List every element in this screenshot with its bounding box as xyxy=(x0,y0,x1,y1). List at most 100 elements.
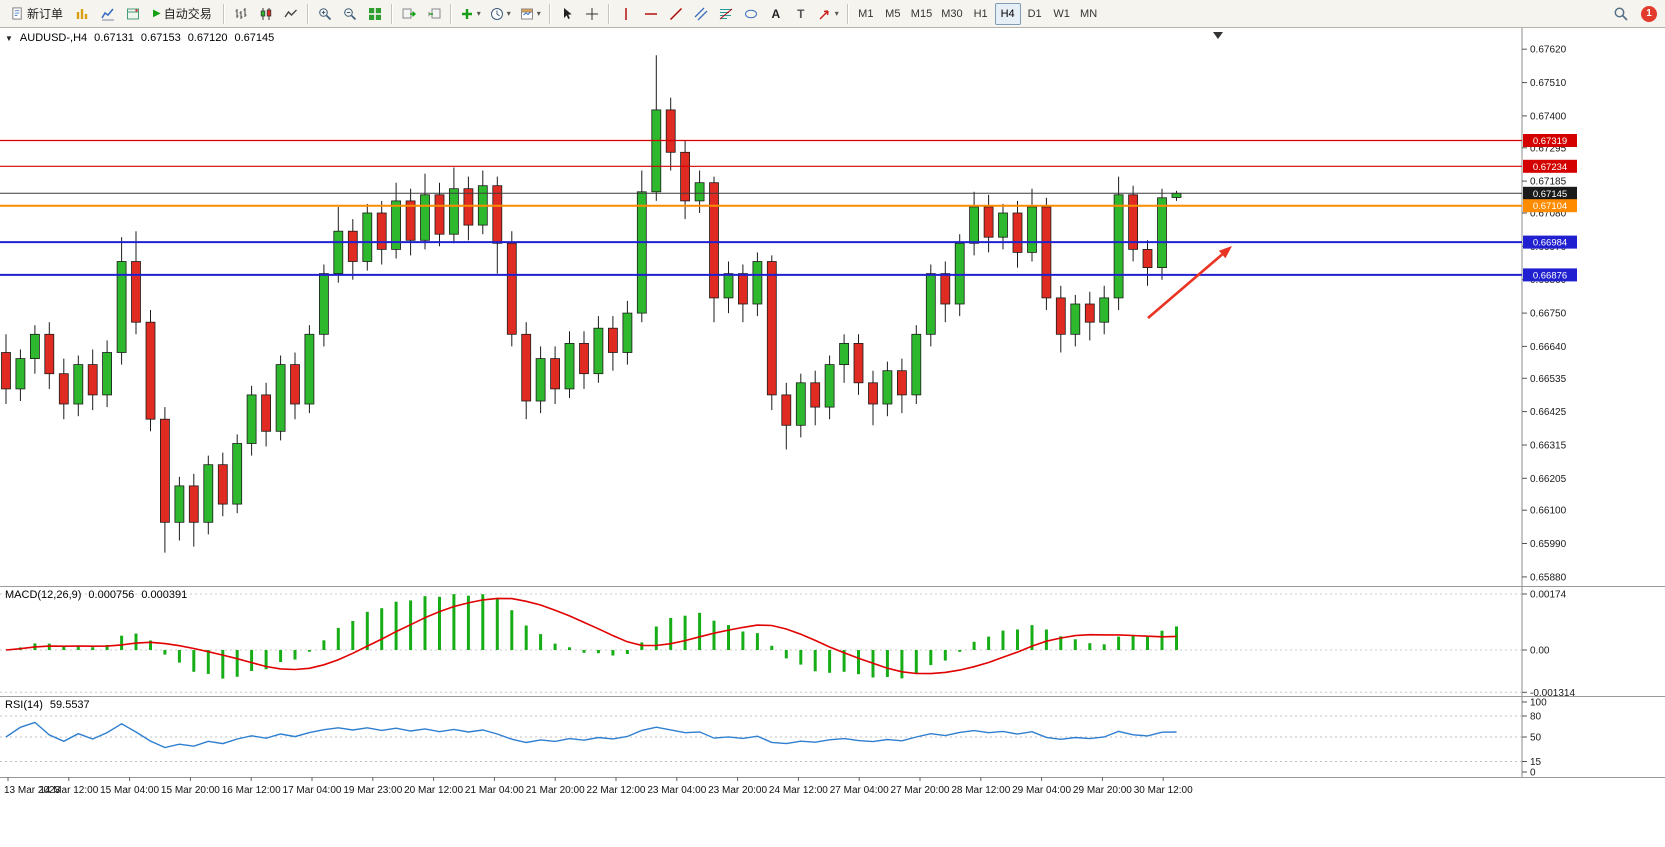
profiles-button[interactable] xyxy=(96,3,120,25)
crosshair-button[interactable] xyxy=(580,3,604,25)
tile-windows-button[interactable] xyxy=(363,3,387,25)
ellipse-icon xyxy=(744,9,757,18)
rsi-indicator-label: RSI(14) 59.5537 xyxy=(5,699,90,711)
cursor-button[interactable] xyxy=(555,3,579,25)
candle-body xyxy=(1084,303,1095,323)
line-chart-button[interactable] xyxy=(279,3,303,25)
vertical-line-icon xyxy=(625,7,627,20)
channel-tool-button[interactable] xyxy=(689,3,713,25)
new-chart-button[interactable] xyxy=(71,3,95,25)
new-order-button[interactable]: 新订单 xyxy=(4,3,70,25)
candle-body xyxy=(1142,248,1153,268)
periods-button[interactable]: ▾ xyxy=(486,3,515,25)
zoom-in-button[interactable] xyxy=(313,3,337,25)
autotrading-button[interactable]: ▶ 自动交易 xyxy=(146,3,219,25)
macd-panel-canvas[interactable]: 0.00174 0.00 -0.001314 xyxy=(0,586,1665,696)
fibonacci-tool-button[interactable] xyxy=(714,3,738,25)
price-axis-label: 0.66640 xyxy=(1530,342,1567,353)
candle-body xyxy=(680,151,690,202)
auto-scroll-button[interactable] xyxy=(397,3,421,25)
candle-body xyxy=(911,333,922,396)
chart-shift-icon xyxy=(428,8,441,18)
ellipse-tool-button[interactable] xyxy=(739,3,763,25)
time-axis-label: 23 Mar 20:00 xyxy=(708,785,767,796)
autotrading-label: 自动交易 xyxy=(163,7,212,21)
macd-signal-value: 0.000391 xyxy=(141,589,188,601)
rsi-axis-label: 50 xyxy=(1530,733,1542,744)
price-axis-label: 0.66425 xyxy=(1530,407,1567,418)
toolbar-separator xyxy=(548,3,551,24)
symbol-dropdown-caret[interactable]: ▼ xyxy=(5,33,13,43)
toolbar-separator xyxy=(846,3,849,24)
candle-body xyxy=(203,464,214,523)
timeframe-button-mn[interactable]: MN xyxy=(1076,3,1102,25)
candle-body xyxy=(998,212,1008,238)
candle-body xyxy=(217,464,228,505)
candle-body xyxy=(608,327,618,353)
candle-body xyxy=(188,485,199,523)
timeframe-button-m15[interactable]: M15 xyxy=(907,3,936,25)
svg-text:0.67145: 0.67145 xyxy=(1533,189,1567,200)
timeframe-button-m1[interactable]: M1 xyxy=(853,3,879,25)
candle-body xyxy=(1070,303,1081,335)
candle-body xyxy=(391,200,402,250)
candle-body xyxy=(665,109,676,153)
timeframe-button-m5[interactable]: M5 xyxy=(880,3,906,25)
rsi-panel-canvas[interactable]: 100 80 50 150 xyxy=(0,696,1665,777)
candle-body xyxy=(853,342,864,384)
chevron-down-icon: ▾ xyxy=(834,8,839,18)
trendline-tool-button[interactable] xyxy=(664,3,688,25)
line-chart-icon xyxy=(284,9,297,17)
templates-button[interactable]: ▾ xyxy=(516,3,545,25)
timeframe-button-w1[interactable]: W1 xyxy=(1049,3,1075,25)
search-button[interactable] xyxy=(1609,3,1633,25)
chart-shift-button[interactable] xyxy=(422,3,446,25)
notification-badge[interactable]: 1 xyxy=(1641,5,1657,22)
trend-arrow-annotation[interactable] xyxy=(1147,246,1232,319)
svg-text:0.67234: 0.67234 xyxy=(1533,162,1567,173)
candle-body xyxy=(1041,206,1052,299)
candle-body xyxy=(376,212,387,250)
chevron-down-icon: ▾ xyxy=(536,8,541,18)
candle-body xyxy=(232,443,243,505)
candle-body xyxy=(723,273,734,299)
candlesticks-chart-button[interactable] xyxy=(254,3,278,25)
candle-body xyxy=(29,333,40,359)
time-axis-label: 30 Mar 12:00 xyxy=(1134,785,1193,796)
zoom-out-button[interactable] xyxy=(338,3,362,25)
vertical-line-tool-button[interactable] xyxy=(614,3,638,25)
timeframe-button-m30[interactable]: M30 xyxy=(937,3,966,25)
arrows-tool-button[interactable]: ▾ xyxy=(814,3,843,25)
candle-body xyxy=(752,261,763,305)
candle-body xyxy=(940,273,951,305)
candle-body xyxy=(954,242,965,305)
price-axis-label: 0.67295 xyxy=(1530,143,1567,154)
price-chart-canvas[interactable]: 0.67620 0.67510 0.67400 0.67295 0.67185 0.670… xyxy=(0,28,1665,586)
bars-chart-button[interactable] xyxy=(229,3,253,25)
text-tool-button[interactable]: A xyxy=(764,3,788,25)
horizontal-line-tool-button[interactable] xyxy=(639,3,663,25)
text-label-tool-button[interactable]: T xyxy=(789,3,813,25)
indicators-button[interactable]: ▾ xyxy=(456,3,485,25)
data-window-button[interactable] xyxy=(121,3,145,25)
timeframe-button-h1[interactable]: H1 xyxy=(968,3,994,25)
candle-body xyxy=(275,364,286,432)
candle-body xyxy=(102,352,112,396)
candle-body xyxy=(420,194,430,241)
candle-body xyxy=(636,191,647,314)
chart-shift-marker[interactable] xyxy=(1213,32,1223,39)
candle-body xyxy=(810,382,821,408)
timeframe-button-h4[interactable]: H4 xyxy=(994,2,1021,25)
candle-body xyxy=(506,242,517,335)
timeframe-button-d1[interactable]: D1 xyxy=(1022,3,1048,25)
candle-body xyxy=(174,485,185,523)
time-axis-label: 23 Mar 04:00 xyxy=(647,785,706,796)
data-window-icon xyxy=(127,8,140,19)
candle-body xyxy=(333,230,344,274)
rsi-axis-label: 80 xyxy=(1530,712,1542,723)
candle-body xyxy=(882,370,893,405)
crosshair-icon xyxy=(585,7,598,20)
time-axis-label: 17 Mar 04:00 xyxy=(283,785,342,796)
